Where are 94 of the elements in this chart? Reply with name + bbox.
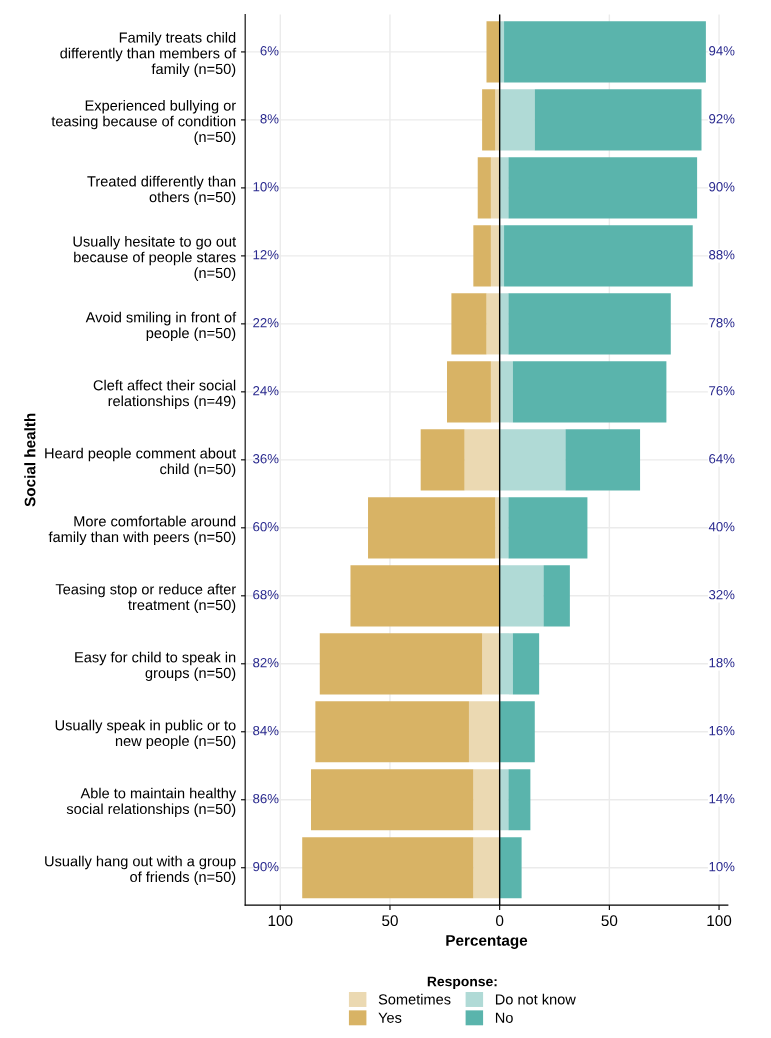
- x-axis-title: Percentage: [446, 935, 528, 949]
- bar: [499, 293, 509, 355]
- bar: [310, 769, 474, 831]
- x-tick-label: 50: [601, 915, 618, 927]
- y-tick-label: Usually speak in public or to new people (n=50): [55, 719, 236, 749]
- bar: [543, 565, 570, 627]
- bar: [508, 497, 588, 559]
- legend-label: Do not know: [495, 993, 576, 1005]
- y-tick-label: Experienced bullying or teasing because of condition (n=50): [51, 99, 236, 145]
- annotation: 86%: [253, 793, 279, 804]
- bar: [482, 633, 500, 695]
- bar: [447, 361, 491, 423]
- y-tick-label: Cleft affect their social relationships (n=49): [93, 379, 236, 410]
- bar: [486, 293, 500, 355]
- bar: [499, 565, 544, 627]
- annotation: 76%: [709, 386, 735, 396]
- annotation: 88%: [709, 250, 735, 260]
- legend-title: Response:: [427, 976, 497, 990]
- y-tick-label: Heard people comment about child (n=50): [45, 447, 237, 478]
- bar: [499, 769, 509, 831]
- bar: [473, 225, 491, 287]
- bar: [499, 225, 505, 287]
- bar: [473, 837, 500, 899]
- legend-label: Sometimes: [378, 993, 451, 1005]
- y-tick-label: Usually hesitate to go out because of people stares (n=50): [73, 235, 237, 281]
- bar: [420, 429, 465, 491]
- annotation: 10%: [709, 861, 735, 872]
- annotation: 16%: [709, 725, 735, 736]
- annotation: 6%: [260, 46, 279, 56]
- x-tick-label: 100: [707, 915, 732, 927]
- x-tick-label: 100: [268, 915, 293, 927]
- bar: [302, 837, 474, 899]
- bar: [451, 293, 487, 355]
- annotation: 12%: [253, 250, 279, 260]
- bar: [473, 769, 500, 831]
- y-tick-label: Avoid smiling in front of people (n=50): [85, 311, 237, 342]
- bar: [508, 769, 531, 831]
- annotation: 90%: [709, 182, 735, 192]
- bar: [499, 837, 522, 899]
- bar: [315, 701, 469, 763]
- annotation: 10%: [253, 182, 279, 192]
- bar: [508, 157, 698, 219]
- annotation: 68%: [253, 590, 279, 600]
- bar: [499, 633, 513, 695]
- bar: [512, 633, 540, 695]
- bar: [464, 429, 500, 491]
- annotation: 60%: [253, 522, 279, 532]
- annotation: 14%: [709, 794, 735, 804]
- y-tick-label: Family treats child differently than members of family (n=50): [60, 31, 237, 77]
- bar: [534, 89, 702, 151]
- annotation: 64%: [709, 454, 735, 464]
- bar: [512, 361, 667, 423]
- y-tick-label: Treated differently than others (n=50): [87, 175, 236, 206]
- annotation: 84%: [253, 725, 279, 736]
- y-tick-label: More comfortable around family than with peers (n=50): [48, 515, 236, 546]
- bar: [368, 497, 496, 559]
- bar: [477, 157, 491, 219]
- annotation: 18%: [709, 657, 735, 668]
- annotation: 8%: [260, 114, 279, 124]
- y-tick-label: Usually hang out with a group of friends (n=50): [45, 855, 236, 885]
- x-tick-label: 50: [382, 915, 398, 927]
- bar: [499, 89, 535, 151]
- annotation: 78%: [709, 318, 735, 328]
- y-tick-label: Easy for child to speak in groups (n=50): [75, 651, 236, 682]
- annotation: 40%: [708, 522, 735, 532]
- annotation: 36%: [253, 454, 279, 464]
- y-tick-label: Able to maintain healthy social relationships (n=50): [66, 787, 237, 817]
- bar: [319, 633, 483, 695]
- annotation: 90%: [253, 861, 279, 872]
- legend-label: Yes: [378, 1012, 402, 1023]
- bar: [508, 293, 671, 355]
- bar: [499, 701, 535, 763]
- bar: [504, 225, 693, 287]
- annotation: 92%: [709, 114, 735, 124]
- x-tick-label: 0: [496, 915, 504, 927]
- bar: [486, 21, 500, 83]
- bar: [499, 429, 566, 491]
- bar: [499, 361, 513, 423]
- y-tick-label: Teasing stop or reduce after treatment (n=50): [55, 583, 236, 614]
- bar: [499, 157, 509, 219]
- bar: [350, 565, 500, 627]
- annotation: 32%: [709, 590, 735, 600]
- bar: [565, 429, 641, 491]
- bar: [482, 89, 496, 151]
- bar: [499, 21, 505, 83]
- bar: [504, 21, 706, 83]
- annotation: 82%: [253, 657, 279, 668]
- legend-label: No: [495, 1012, 513, 1023]
- annotation: 24%: [253, 386, 279, 396]
- y-axis-title: Social health: [24, 413, 36, 507]
- bar: [499, 497, 509, 559]
- annotation: 22%: [253, 318, 279, 328]
- annotation: 94%: [709, 46, 735, 56]
- bar: [468, 701, 500, 763]
